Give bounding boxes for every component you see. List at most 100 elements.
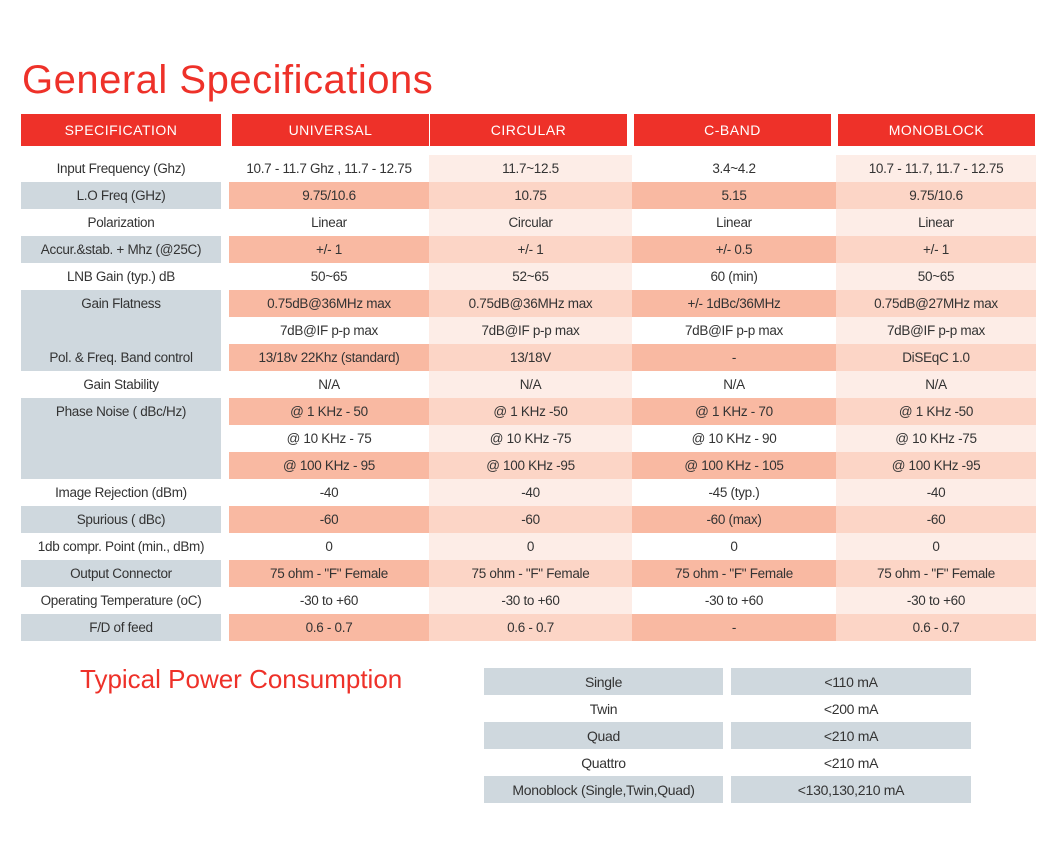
value-cell-universal: -60 [229,506,429,533]
value-cell-monoblock: 0 [836,533,1036,560]
value-cell-c-band: Linear [632,209,836,236]
value-cell-circular: 10.75 [429,182,632,209]
value-cell-universal: @ 10 KHz - 75 [229,425,429,452]
value-cell-monoblock: 7dB@IF p-p max [836,317,1036,344]
spec-label: Gain Flatness [21,290,221,344]
value-cell-c-band: +/- 0.5 [632,236,836,263]
value-cell-c-band: -45 (typ.) [632,479,836,506]
column-header-monoblock: MONOBLOCK [838,114,1035,146]
value-cell-universal: 13/18v 22Khz (standard) [229,344,429,371]
value-cell-circular: 0.75dB@36MHz max [429,290,632,317]
power-value: <210 mA [731,722,971,749]
value-cell-universal: -30 to +60 [229,587,429,614]
spec-label: Phase Noise ( dBc/Hz) [21,398,221,479]
value-cell-universal: 9.75/10.6 [229,182,429,209]
page-title: General Specifications [22,58,434,102]
power-title: Typical Power Consumption [80,664,403,694]
value-cell-monoblock: 0.75dB@27MHz max [836,290,1036,317]
value-cell-c-band: - [632,614,836,641]
value-cell-c-band: 60 (min) [632,263,836,290]
value-cell-circular: 13/18V [429,344,632,371]
value-cell-universal: @ 100 KHz - 95 [229,452,429,479]
spec-label: LNB Gain (typ.) dB [67,269,175,284]
value-cell-circular: -40 [429,479,632,506]
power-value: <130,130,210 mA [731,776,971,803]
spec-label: Gain Stability [83,377,159,392]
value-cell-universal: 0.6 - 0.7 [229,614,429,641]
power-type: Twin [589,700,618,717]
spec-label: Pol. & Freq. Band control [21,344,221,371]
value-cell-c-band: @ 10 KHz - 90 [632,425,836,452]
value-cell-universal: N/A [229,371,429,398]
value-cell-monoblock: @ 100 KHz -95 [836,452,1036,479]
value-cell-universal: -40 [229,479,429,506]
value-cell-monoblock: DiSEqC 1.0 [836,344,1036,371]
value-cell-c-band: @ 1 KHz - 70 [632,398,836,425]
value-cell-c-band: 0 [632,533,836,560]
value-cell-monoblock: @ 10 KHz -75 [836,425,1036,452]
value-cell-c-band: 75 ohm - "F" Female [632,560,836,587]
column-header-c-band: C-BAND [634,114,831,146]
spec-label: Output Connector [21,560,221,587]
value-cell-monoblock: 9.75/10.6 [836,182,1036,209]
value-cell-circular: 11.7~12.5 [429,155,632,182]
value-cell-universal: 0 [229,533,429,560]
value-cell-circular: @ 10 KHz -75 [429,425,632,452]
value-cell-circular: @ 1 KHz -50 [429,398,632,425]
power-value: <200 mA [823,700,879,717]
value-cell-c-band: -60 (max) [632,506,836,533]
spec-label: F/D of feed [21,614,221,641]
power-type: Quattro [581,754,626,771]
value-cell-c-band: @ 100 KHz - 105 [632,452,836,479]
value-cell-universal: 50~65 [229,263,429,290]
value-cell-monoblock: 10.7 - 11.7, 11.7 - 12.75 [836,155,1036,182]
value-cell-universal: 75 ohm - "F" Female [229,560,429,587]
value-cell-monoblock: -60 [836,506,1036,533]
spec-label: Spurious ( dBc) [21,506,221,533]
value-cell-universal: 10.7 - 11.7 Ghz , 11.7 - 12.75 [229,155,429,182]
value-cell-monoblock: -30 to +60 [836,587,1036,614]
value-cell-universal: +/- 1 [229,236,429,263]
value-cell-monoblock: Linear [836,209,1036,236]
value-cell-circular: N/A [429,371,632,398]
spec-label: Input Frequency (Ghz) [56,161,186,176]
value-cell-circular: @ 100 KHz -95 [429,452,632,479]
column-header-spec: SPECIFICATION [21,114,221,146]
value-cell-monoblock: +/- 1 [836,236,1036,263]
value-cell-universal: 0.75dB@36MHz max [229,290,429,317]
spec-label: 1db compr. Point (min., dBm) [37,539,205,554]
value-cell-c-band: 3.4~4.2 [632,155,836,182]
spec-label: Polarization [87,215,155,230]
value-cell-c-band: 5.15 [632,182,836,209]
power-type: Single [484,668,723,695]
value-cell-c-band: - [632,344,836,371]
value-cell-circular: -60 [429,506,632,533]
value-cell-circular: 7dB@IF p-p max [429,317,632,344]
value-cell-c-band: 7dB@IF p-p max [632,317,836,344]
value-cell-monoblock: N/A [836,371,1036,398]
value-cell-circular: 52~65 [429,263,632,290]
value-cell-monoblock: @ 1 KHz -50 [836,398,1036,425]
value-cell-c-band: +/- 1dBc/36MHz [632,290,836,317]
spec-label: Accur.&stab. + Mhz (@25C) [21,236,221,263]
spec-label: Image Rejection (dBm) [55,485,187,500]
value-cell-monoblock: 0.6 - 0.7 [836,614,1036,641]
column-header-circular: CIRCULAR [430,114,627,146]
value-cell-c-band: N/A [632,371,836,398]
spec-label: Operating Temperature (oC) [40,593,202,608]
power-type: Quad [484,722,723,749]
power-type: Monoblock (Single,Twin,Quad) [484,776,723,803]
spec-label: L.O Freq (GHz) [21,182,221,209]
value-cell-universal: 7dB@IF p-p max [229,317,429,344]
value-cell-circular: Circular [429,209,632,236]
value-cell-circular: -30 to +60 [429,587,632,614]
value-cell-circular: +/- 1 [429,236,632,263]
value-cell-circular: 75 ohm - "F" Female [429,560,632,587]
value-cell-universal: @ 1 KHz - 50 [229,398,429,425]
power-value: <110 mA [731,668,971,695]
value-cell-monoblock: -40 [836,479,1036,506]
column-header-universal: UNIVERSAL [232,114,429,146]
value-cell-circular: 0.6 - 0.7 [429,614,632,641]
value-cell-c-band: -30 to +60 [632,587,836,614]
value-cell-monoblock: 75 ohm - "F" Female [836,560,1036,587]
